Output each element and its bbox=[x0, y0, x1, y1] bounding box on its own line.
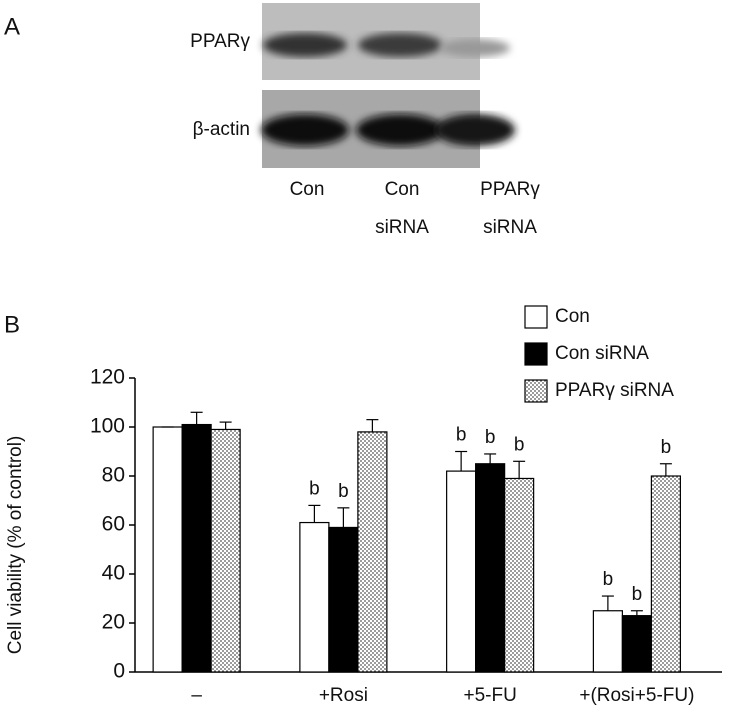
legend-label: PPARγ siRNA bbox=[555, 380, 674, 401]
significance-label: b bbox=[485, 427, 496, 448]
significance-label: b bbox=[456, 425, 467, 446]
bar bbox=[475, 463, 506, 673]
band bbox=[440, 39, 510, 57]
bar bbox=[328, 526, 359, 673]
band bbox=[358, 33, 442, 57]
significance-label: b bbox=[603, 569, 614, 590]
bar bbox=[446, 470, 477, 673]
x-tick-label: +(Rosi+5-FU) bbox=[579, 685, 694, 706]
y-tick-label: 40 bbox=[102, 562, 125, 585]
y-tick-label: 100 bbox=[90, 415, 125, 438]
blot bbox=[261, 3, 515, 168]
legend-swatch bbox=[524, 379, 548, 403]
x-tick-label: +Rosi bbox=[319, 685, 368, 706]
x-tick-label: +5-FU bbox=[463, 685, 516, 706]
lane-label: siRNA bbox=[483, 217, 537, 238]
y-tick-label: 0 bbox=[113, 660, 125, 683]
y-axis-label: Cell viability (% of control) bbox=[5, 436, 26, 655]
significance-label: b bbox=[661, 437, 672, 458]
legend-label: Con bbox=[555, 306, 590, 327]
bar bbox=[181, 423, 212, 673]
bar bbox=[210, 428, 241, 673]
significance-label: b bbox=[309, 478, 320, 499]
bar bbox=[504, 477, 535, 673]
significance-label: b bbox=[514, 434, 525, 455]
panel-label: A bbox=[4, 13, 20, 40]
bar bbox=[357, 431, 388, 673]
lane-label: PPARγ bbox=[480, 179, 540, 200]
legend-swatch bbox=[524, 342, 548, 366]
band bbox=[435, 114, 515, 146]
row-label: β-actin bbox=[193, 119, 250, 140]
bar bbox=[621, 615, 652, 673]
legend-label: Con siRNA bbox=[555, 343, 649, 364]
band bbox=[261, 114, 349, 146]
band bbox=[263, 33, 347, 57]
significance-label: b bbox=[632, 584, 643, 605]
lane-label: siRNA bbox=[375, 217, 429, 238]
bar bbox=[592, 610, 623, 673]
bar bbox=[299, 521, 330, 673]
bar bbox=[650, 475, 681, 673]
x-tick-label: – bbox=[191, 685, 202, 706]
y-tick-label: 80 bbox=[102, 464, 125, 487]
lane-label: Con bbox=[385, 179, 420, 200]
row-label: PPARγ bbox=[190, 31, 250, 52]
significance-label: b bbox=[338, 481, 349, 502]
bar bbox=[152, 426, 183, 673]
y-tick-label: 20 bbox=[102, 611, 125, 634]
y-tick-label: 60 bbox=[102, 513, 125, 536]
legend-swatch bbox=[524, 305, 548, 329]
panel-label: B bbox=[4, 311, 20, 338]
y-tick-label: 120 bbox=[90, 366, 125, 389]
band bbox=[356, 114, 444, 146]
lane-label: Con bbox=[290, 179, 325, 200]
